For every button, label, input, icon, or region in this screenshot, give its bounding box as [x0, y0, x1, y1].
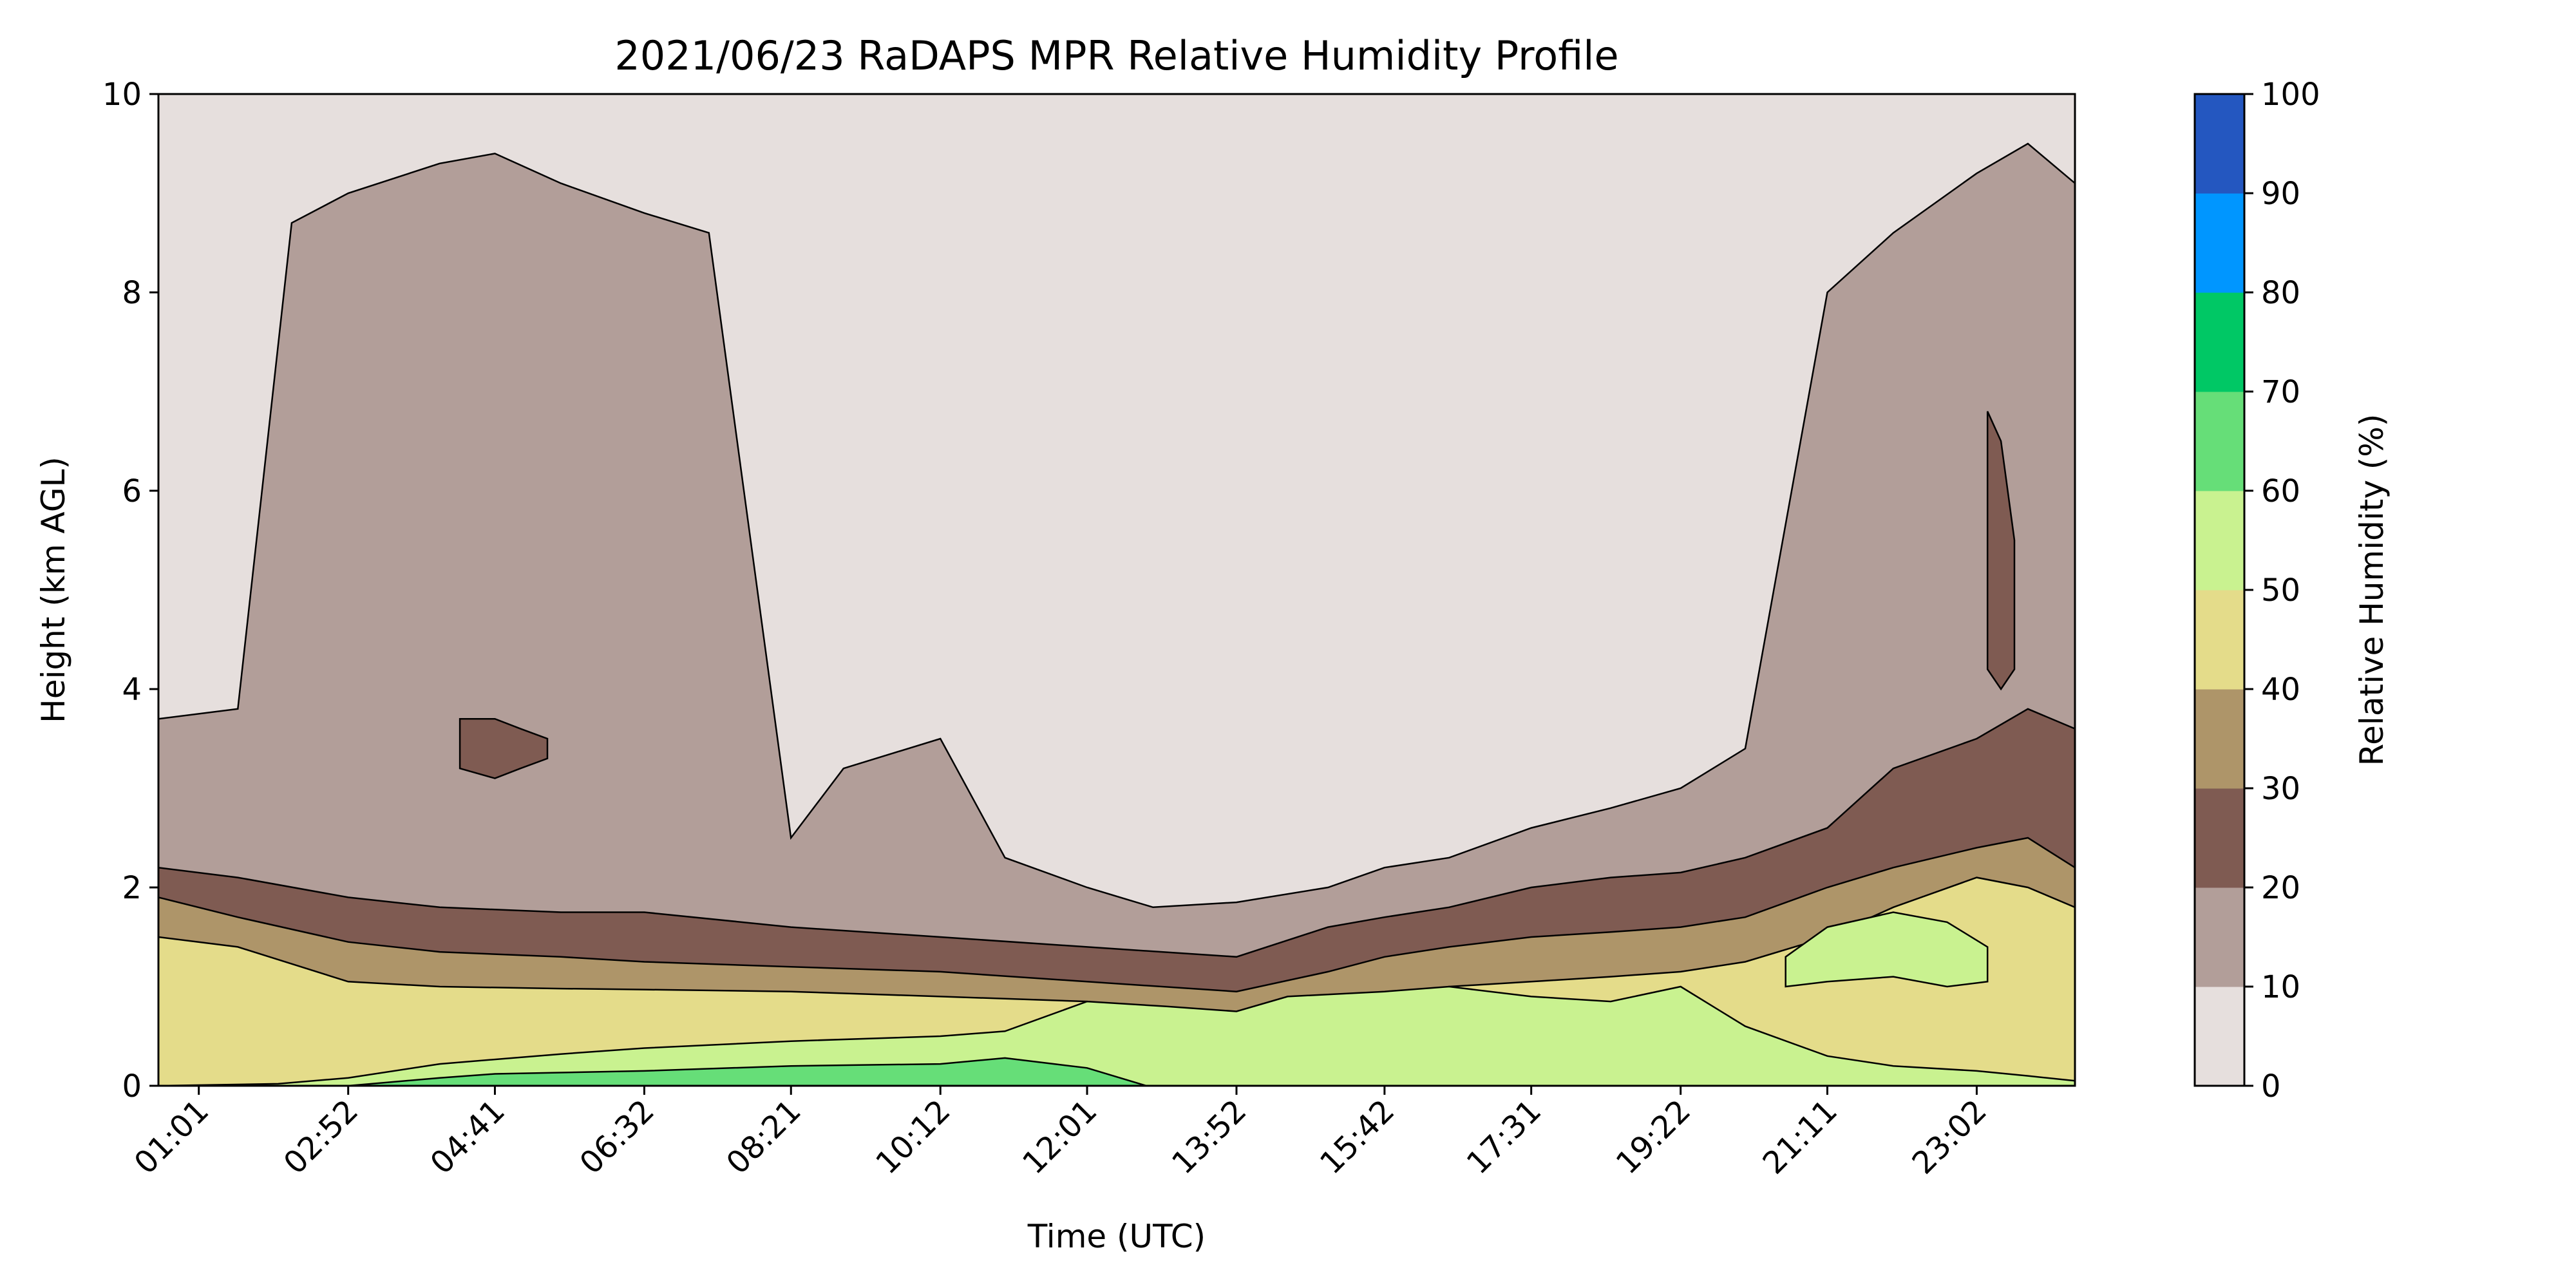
- x-tick-label: 04:41: [424, 1093, 512, 1181]
- rh-band-50-60: [1785, 911, 1989, 988]
- x-tick-label: 19:22: [1609, 1093, 1698, 1181]
- colorbar-swatch: [2195, 392, 2244, 491]
- colorbar-tick-label: 100: [2261, 77, 2320, 113]
- colorbar-swatch: [2195, 987, 2244, 1086]
- colorbar-tick-label: 90: [2261, 176, 2300, 212]
- x-tick-label: 15:42: [1313, 1093, 1401, 1181]
- y-tick-label: 0: [122, 1068, 142, 1104]
- colorbar-swatch: [2195, 94, 2244, 194]
- colorbar-tick-label: 30: [2261, 771, 2300, 807]
- y-tick-label: 8: [122, 275, 142, 311]
- colorbar-tick-label: 10: [2261, 969, 2300, 1005]
- x-tick-label: 02:52: [277, 1093, 365, 1181]
- x-axis-ticks: 01:01 02:52 04:41 06:32 08:21 10:12 12:01 13:52…: [128, 1086, 1994, 1181]
- colorbar-swatch: [2195, 590, 2244, 690]
- rh-band-10-20: [158, 142, 2075, 1086]
- colorbar-swatch: [2195, 788, 2244, 888]
- colorbar-swatch: [2195, 491, 2244, 591]
- colorbar: [2195, 94, 2244, 1086]
- colorbar-tick-label: 20: [2261, 870, 2300, 906]
- colorbar-swatch: [2195, 689, 2244, 789]
- y-axis-label: Height (km AGL): [35, 457, 72, 723]
- x-tick-label: 12:01: [1016, 1093, 1104, 1181]
- y-tick-label: 6: [122, 473, 142, 509]
- colorbar-swatch: [2195, 292, 2244, 392]
- plot-area: [158, 94, 2075, 1086]
- colorbar-tick-label: 50: [2261, 573, 2300, 609]
- colorbar-swatch: [2195, 887, 2244, 987]
- y-axis-ticks: 0 2 4 6 8 10: [102, 77, 158, 1104]
- plot-frame: [157, 93, 2076, 1087]
- x-tick-label: 08:21: [719, 1093, 808, 1181]
- x-tick-label: 13:52: [1165, 1093, 1253, 1181]
- colorbar-tick-label: 60: [2261, 473, 2300, 509]
- x-tick-label: 06:32: [573, 1093, 661, 1181]
- x-tick-label: 21:11: [1756, 1093, 1844, 1181]
- x-tick-label: 17:31: [1460, 1093, 1548, 1181]
- rh-band-60-70: [348, 1057, 1147, 1086]
- colorbar-swatch: [2195, 193, 2244, 293]
- colorbar-tick-label: 80: [2261, 275, 2300, 311]
- contour-bands: [158, 142, 2075, 1086]
- y-tick-label: 2: [122, 870, 142, 906]
- y-tick-label: 10: [102, 77, 142, 113]
- colorbar-tick-label: 40: [2261, 672, 2300, 708]
- rh-band-50-60: [158, 985, 2075, 1086]
- colorbar-tick-label: 70: [2261, 374, 2300, 410]
- y-tick-label: 4: [122, 672, 142, 708]
- rh-band-20-30: [459, 717, 549, 779]
- rh-band-20-30: [1986, 411, 2016, 691]
- x-tick-label: 10:12: [869, 1093, 957, 1181]
- x-tick-label: 01:01: [128, 1093, 216, 1181]
- colorbar-ticks: 0 10 20 30 40 50 60 70 80 90 100: [2244, 77, 2320, 1104]
- x-axis-label: Time (UTC): [1027, 1218, 1206, 1255]
- colorbar-label: Relative Humidity (%): [2353, 414, 2391, 766]
- colorbar-tick-label: 0: [2261, 1068, 2281, 1104]
- chart-title: 2021/06/23 RaDAPS MPR Relative Humidity …: [614, 32, 1618, 79]
- x-tick-label: 23:02: [1906, 1093, 1994, 1181]
